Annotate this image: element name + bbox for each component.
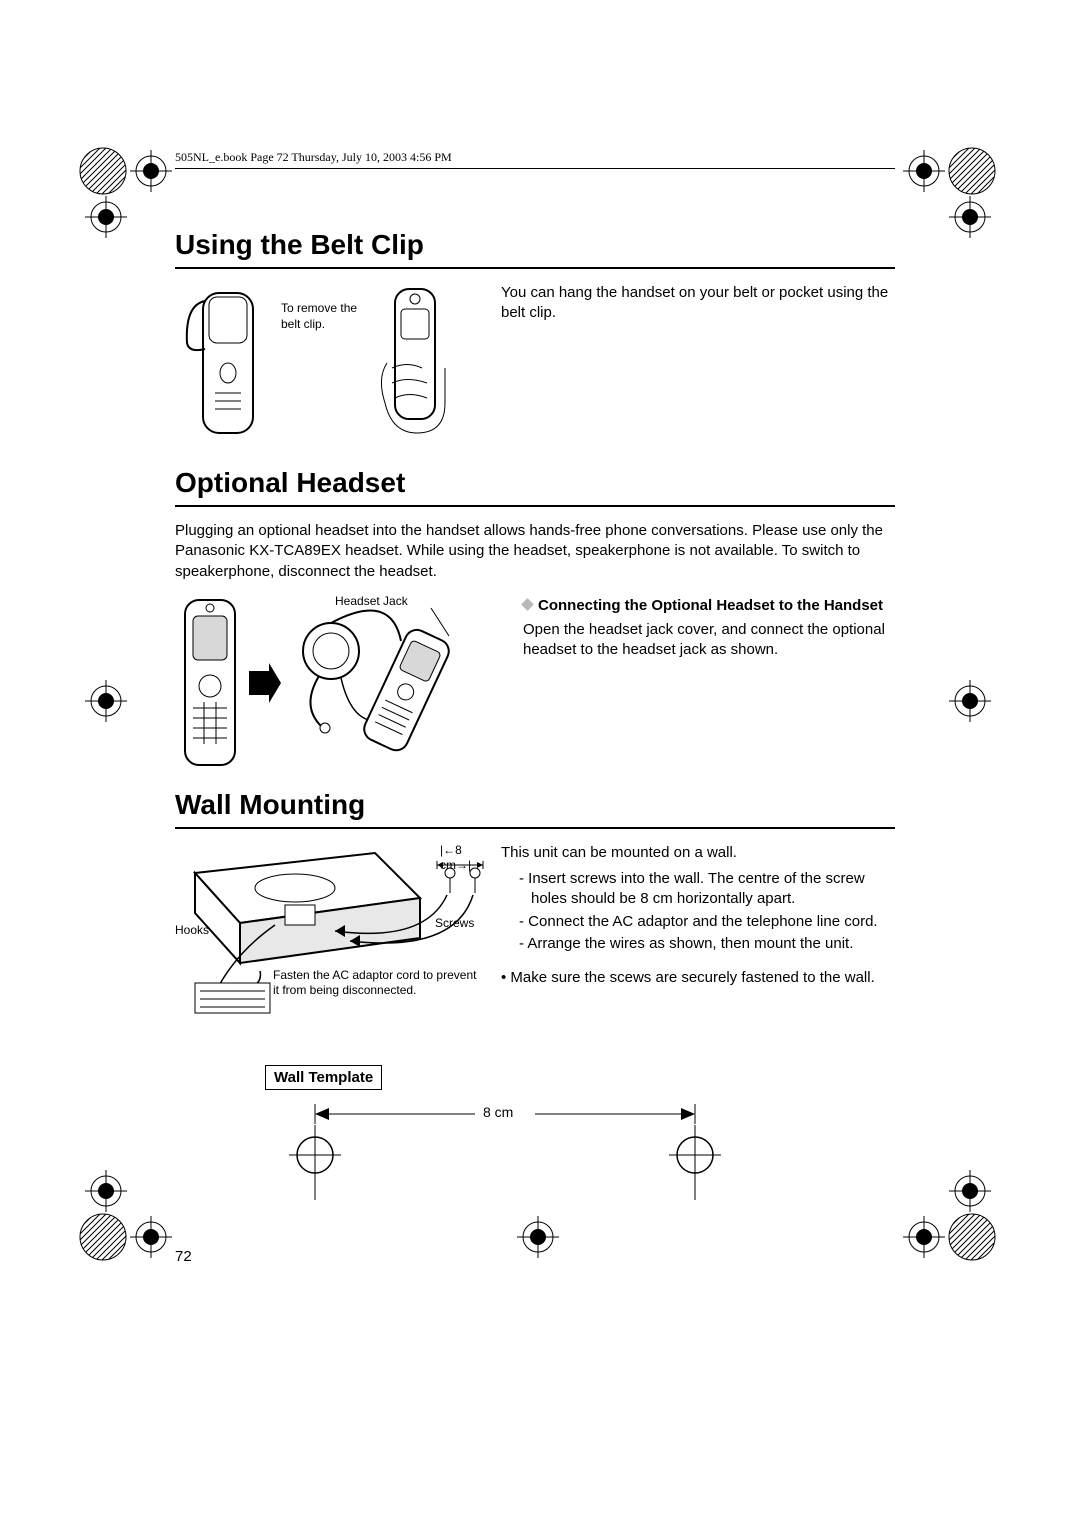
- reg-mark-cross: [949, 1170, 991, 1212]
- handset-hand-icon: [367, 283, 457, 443]
- reg-mark-cross: [130, 150, 172, 192]
- wall-dim-label: 8 cm: [440, 843, 462, 873]
- section-title-belt: Using the Belt Clip: [175, 229, 895, 269]
- wall-step: Insert screws into the wall. The centre …: [519, 869, 895, 910]
- reg-mark-cross: [85, 196, 127, 238]
- base-unit-icon: [175, 843, 485, 1033]
- reg-mark-cross: [949, 680, 991, 722]
- diamond-icon: [521, 598, 534, 611]
- reg-mark-cross: [949, 196, 991, 238]
- headset-sub-title: Connecting the Optional Headset to the H…: [523, 596, 895, 616]
- page-content: 505NL_e.book Page 72 Thursday, July 10, …: [175, 150, 895, 1265]
- handset-back-icon: [175, 283, 275, 443]
- wall-note: Make sure the scews are securely fastene…: [501, 968, 895, 988]
- jack-label: Headset Jack: [335, 594, 408, 610]
- arrow-right-icon: [245, 663, 281, 703]
- headset-sub-title-text: Connecting the Optional Headset to the H…: [538, 597, 883, 614]
- section-title-headset: Optional Headset: [175, 467, 895, 507]
- reg-mark-cross: [130, 1216, 172, 1258]
- template-dim: 8 cm: [483, 1104, 513, 1120]
- wall-right-col: This unit can be mounted on a wall. Inse…: [501, 843, 895, 1033]
- reg-mark-cross: [903, 1216, 945, 1258]
- handset-upright-icon: [175, 596, 245, 771]
- headset-row: Headset Jack: [175, 596, 895, 771]
- belt-row: To remove the belt clip. You can hang th…: [175, 283, 895, 443]
- belt-figures: To remove the belt clip.: [175, 283, 485, 443]
- reg-mark-striped: [78, 1212, 128, 1262]
- wall-template-diagram: 8 cm: [265, 1100, 765, 1200]
- hooks-label: Hooks: [175, 923, 209, 939]
- wall-step: Arrange the wires as shown, then mount t…: [519, 934, 895, 954]
- reg-mark-striped: [78, 146, 128, 196]
- wall-row: Hooks Screws |←8 cm→| Fasten the AC adap…: [175, 843, 895, 1033]
- headset-assembly-icon: [281, 596, 491, 771]
- wall-template-box: Wall Template: [265, 1065, 382, 1090]
- wall-intro: This unit can be mounted on a wall.: [501, 843, 895, 863]
- wall-steps: Insert screws into the wall. The centre …: [519, 869, 895, 954]
- section-title-wall: Wall Mounting: [175, 789, 895, 829]
- headset-sub-body: Open the headset jack cover, and connect…: [523, 620, 895, 661]
- reg-mark-striped: [947, 146, 997, 196]
- headset-intro: Plugging an optional headset into the ha…: [175, 521, 895, 582]
- reg-mark-striped: [947, 1212, 997, 1262]
- page-number: 72: [175, 1248, 895, 1265]
- wall-step: Connect the AC adaptor and the telephone…: [519, 912, 895, 932]
- page-header: 505NL_e.book Page 72 Thursday, July 10, …: [175, 150, 895, 169]
- belt-desc: You can hang the handset on your belt or…: [501, 283, 895, 443]
- screws-label: Screws: [435, 916, 474, 932]
- headset-right-col: Connecting the Optional Headset to the H…: [523, 596, 895, 771]
- reg-mark-cross: [85, 680, 127, 722]
- belt-mid-label: To remove the belt clip.: [281, 301, 361, 332]
- reg-mark-cross: [903, 150, 945, 192]
- reg-mark-cross: [85, 1170, 127, 1212]
- headset-figures: Headset Jack: [175, 596, 505, 771]
- wall-figures: Hooks Screws |←8 cm→| Fasten the AC adap…: [175, 843, 485, 1033]
- fasten-label: Fasten the AC adaptor cord to prevent it…: [273, 968, 478, 999]
